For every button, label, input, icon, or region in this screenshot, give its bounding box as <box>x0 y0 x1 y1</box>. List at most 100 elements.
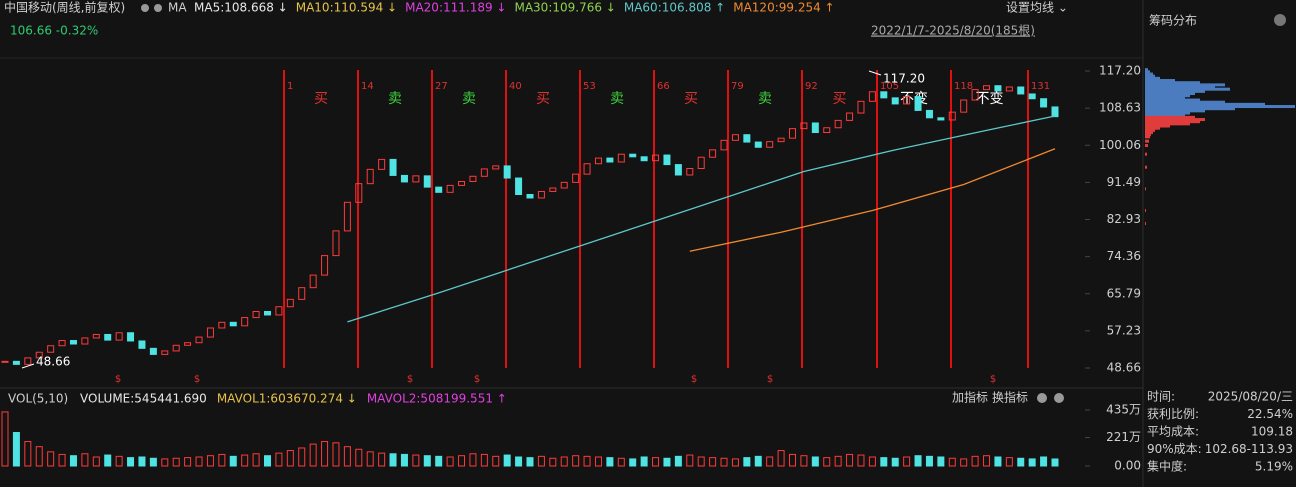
ma-label: MA120:99.254 ↑ <box>733 1 834 15</box>
candle <box>629 153 637 158</box>
candle <box>378 158 386 170</box>
candle <box>994 85 1002 92</box>
candle <box>81 337 89 345</box>
candle <box>526 193 534 199</box>
chip-bar <box>1145 131 1153 135</box>
signal-number: 53 <box>583 81 596 92</box>
y-tick-label: 48.66 <box>1107 361 1141 375</box>
volume-bar <box>868 456 876 467</box>
volume-bar <box>229 455 237 467</box>
volume-bar <box>332 442 340 467</box>
volume-bar <box>1 411 9 467</box>
ma-close-icon[interactable] <box>154 4 162 12</box>
volume-bar <box>629 458 637 467</box>
volume-bar <box>378 452 386 467</box>
y-tick-label: 82.93 <box>1107 212 1141 226</box>
y-tick-label: 91.49 <box>1107 175 1141 189</box>
volume-bar <box>617 457 625 467</box>
candle <box>709 149 717 158</box>
stat-label: 时间: <box>1147 390 1175 404</box>
candle <box>903 96 911 105</box>
volume-bar <box>994 456 1002 467</box>
candle <box>12 360 20 365</box>
volume-bar <box>172 457 180 467</box>
volume-bar <box>1017 457 1025 467</box>
y-tick-label: 57.23 <box>1107 323 1141 337</box>
candle <box>777 137 785 143</box>
candle <box>583 163 591 175</box>
chip-bar <box>1145 98 1200 102</box>
volume-bar <box>412 454 420 467</box>
annotation-arrow <box>21 363 35 369</box>
vol-tick-label: 435万 <box>1106 403 1141 417</box>
volume-bar <box>423 455 431 467</box>
ma-label: MA60:106.808 ↑ <box>624 1 725 15</box>
candle <box>172 344 180 352</box>
candle <box>195 336 203 344</box>
volume-bar <box>1051 458 1059 467</box>
vol-label: MAVOL2:508199.551 ↑ <box>367 392 507 406</box>
volume-bar <box>983 455 991 467</box>
volume-bar <box>891 457 899 467</box>
candle <box>686 167 694 176</box>
candle <box>720 139 728 151</box>
signal-number: 131 <box>1031 81 1050 92</box>
candle <box>104 333 112 341</box>
chip-bar <box>1145 120 1200 124</box>
volume-bar <box>731 458 739 467</box>
candle <box>1005 86 1013 92</box>
close-indicator-icon[interactable] <box>1054 393 1064 403</box>
ma-settings-icon[interactable] <box>141 4 149 12</box>
volume-bar <box>606 457 614 467</box>
ma-settings[interactable]: 设置均线 ⌄ <box>1006 1 1068 15</box>
candle <box>458 180 466 186</box>
volume-bar <box>526 457 534 467</box>
chip-bar <box>1145 165 1147 169</box>
signal-number: 66 <box>657 81 670 92</box>
candle <box>617 153 625 163</box>
chip-bar <box>1145 144 1148 148</box>
candle <box>400 174 408 183</box>
candle <box>492 165 500 170</box>
settings-indicator-icon[interactable] <box>1037 393 1047 403</box>
candle <box>35 351 43 359</box>
volume-bar <box>686 454 694 467</box>
volume-bar <box>709 457 717 467</box>
signal-label: 卖 <box>388 91 402 107</box>
chip-bar <box>1145 152 1147 156</box>
volume-bar <box>206 455 214 467</box>
volume-bar <box>321 441 329 467</box>
signal-number: 92 <box>805 81 818 92</box>
volume-bar <box>458 455 466 467</box>
close-icon[interactable] <box>1274 14 1286 26</box>
volume-bar <box>24 441 32 467</box>
add-indicator[interactable]: 加指标 <box>952 390 988 405</box>
quote: 106.66 -0.32% <box>10 24 98 38</box>
volume-bar <box>583 455 591 467</box>
volume-bar <box>549 457 557 467</box>
candle <box>606 157 614 163</box>
candle <box>24 357 32 365</box>
volume-bar <box>127 457 135 467</box>
switch-indicator[interactable]: 换指标 <box>992 390 1028 405</box>
volume-bar <box>948 457 956 467</box>
chip-bar <box>1145 83 1225 87</box>
volume-bar <box>138 456 146 467</box>
chip-bar <box>1145 118 1205 122</box>
volume-bar <box>560 456 568 467</box>
volume-bar <box>903 456 911 467</box>
candle <box>47 345 55 353</box>
signal-label: 卖 <box>758 91 772 107</box>
candle <box>138 340 146 349</box>
candle <box>435 186 443 193</box>
chip-bar <box>1145 76 1160 80</box>
candle <box>264 311 271 316</box>
candle <box>572 173 580 183</box>
candle <box>184 342 192 346</box>
stat-label: 90%成本: <box>1147 442 1202 456</box>
chip-bar <box>1145 133 1151 137</box>
volume-bar <box>241 454 249 467</box>
candle <box>241 317 249 327</box>
volume-bar <box>104 454 112 467</box>
